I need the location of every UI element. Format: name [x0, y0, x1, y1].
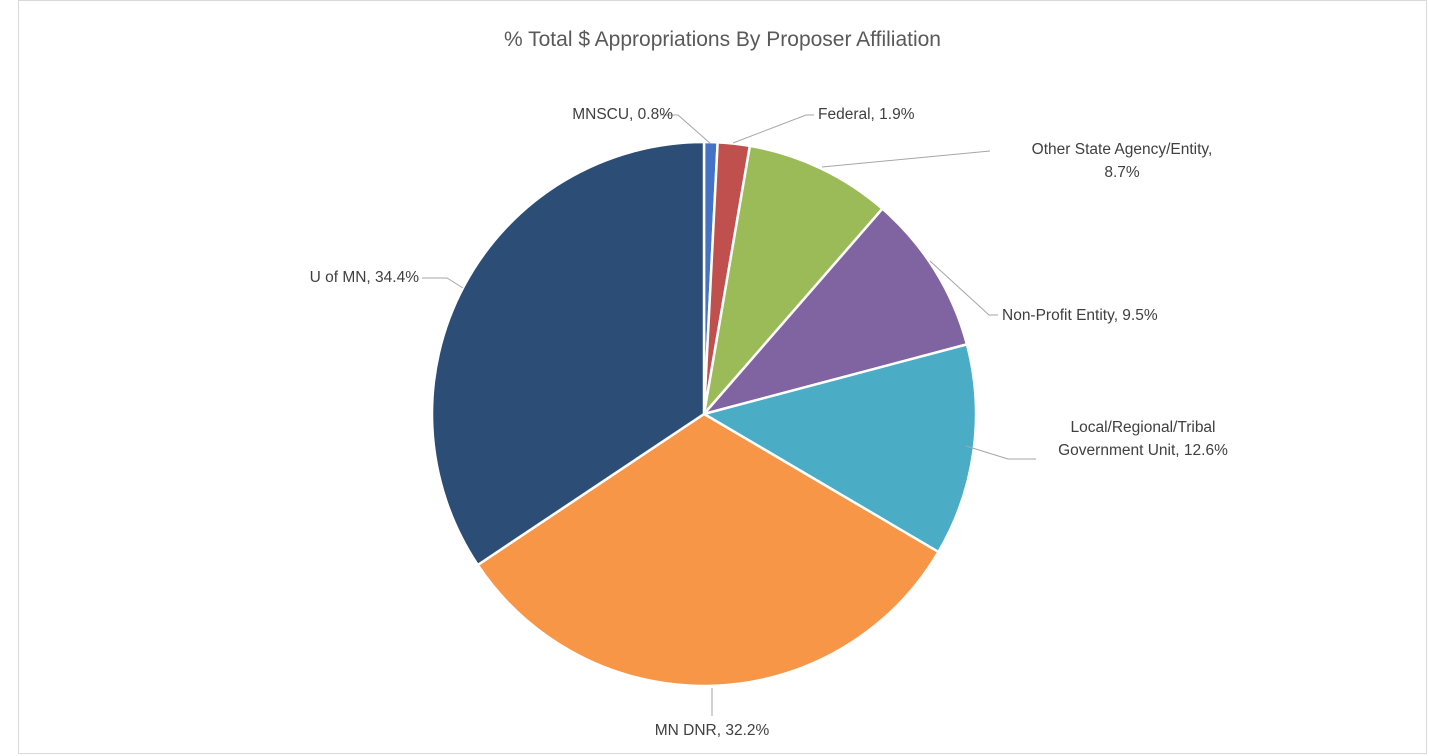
- pie-slice-non-profit-entity: [702, 207, 969, 416]
- pie-slice-u-of-mn: [430, 140, 706, 567]
- data-label: Local/Regional/Tribal Government Unit, 12…: [1058, 419, 1228, 459]
- leader-line: [660, 114, 712, 145]
- leader-line: [929, 260, 998, 316]
- pie-slice-other-state-agency-entity: [702, 144, 884, 416]
- data-label: Federal, 1.9%: [818, 106, 915, 123]
- leader-line: [732, 114, 814, 144]
- data-label: MN DNR, 32.2%: [655, 722, 770, 739]
- data-label: Non-Profit Entity, 9.5%: [1002, 307, 1158, 324]
- leader-line: [965, 445, 1036, 460]
- leader-line: [821, 150, 991, 168]
- pie-slice-local-regional-tribal-government-unit: [702, 343, 978, 554]
- chart-title: % Total $ Appropriations By Proposer Aff…: [504, 28, 941, 51]
- data-label: Other State Agency/Entity, 8.7%: [1032, 141, 1213, 181]
- leader-line: [422, 277, 464, 289]
- pie-slice-mn-dnr: [476, 412, 940, 688]
- data-label: U of MN, 34.4%: [310, 269, 420, 286]
- data-label: MNSCU, 0.8%: [572, 106, 673, 123]
